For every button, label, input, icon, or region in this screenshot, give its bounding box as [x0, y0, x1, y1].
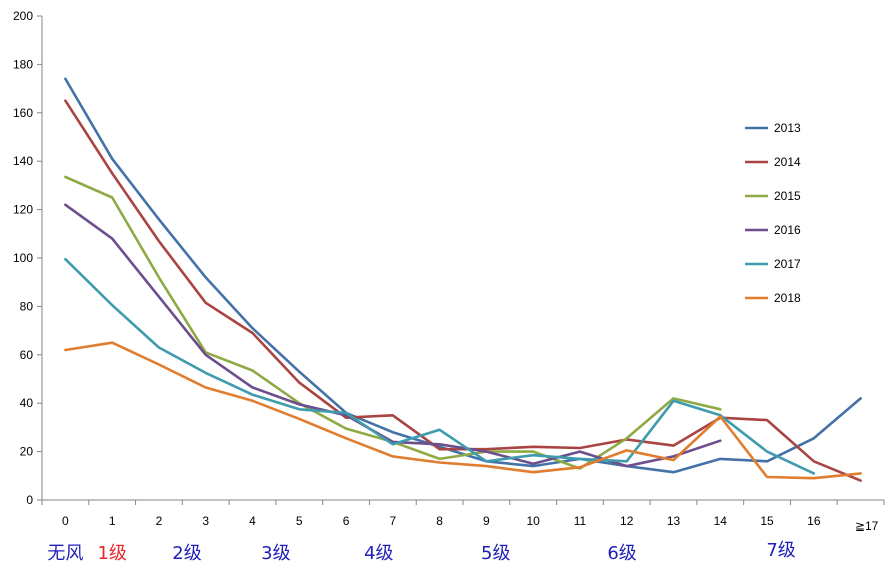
y-tick-label: 80 [20, 299, 34, 313]
x-tick-label: ≧17 [855, 519, 879, 533]
x-tick-label: 3 [202, 514, 209, 528]
x-tick-label: 1 [109, 514, 116, 528]
x-tick-label: 13 [667, 514, 681, 528]
y-tick-label: 120 [13, 203, 33, 217]
wind-grade-label: 7级 [766, 540, 795, 561]
wind-grade-label: 5级 [481, 543, 510, 564]
x-tick-label: 5 [296, 514, 303, 528]
wind-grade-label: 2级 [172, 543, 201, 564]
y-tick-label: 180 [13, 57, 33, 71]
chart-legend: 2013 2014 2015 2016 2017 2018 [745, 121, 801, 305]
wind-grade-labels: 无风 1级 2级 3级 4级 5级 6级 7级 [47, 540, 795, 564]
chart-series [64, 77, 862, 482]
series-line-2014 [64, 99, 862, 482]
x-tick-label: 4 [249, 514, 256, 528]
x-tick-label: 10 [526, 514, 540, 528]
legend-label: 2015 [774, 189, 801, 203]
wind-grade-label: 4级 [364, 543, 393, 564]
legend-label: 2018 [774, 291, 801, 305]
wind-grade-label: 6级 [607, 543, 636, 564]
x-tick-label: 12 [620, 514, 634, 528]
x-tick-label: 16 [807, 514, 821, 528]
series-line-2015 [64, 175, 722, 470]
series-line-2017 [64, 257, 816, 475]
legend-label: 2014 [774, 155, 801, 169]
legend-label: 2017 [774, 257, 801, 271]
y-tick-label: 200 [13, 9, 33, 23]
y-tick-label: 40 [20, 396, 34, 410]
y-tick-label: 160 [13, 106, 33, 120]
x-tick-label: 6 [343, 514, 350, 528]
wind-grade-label: 3级 [261, 543, 290, 564]
y-tick-label: 140 [13, 154, 33, 168]
series-line-2016 [64, 203, 722, 468]
series-line-2018 [64, 341, 862, 480]
x-tick-label: 15 [760, 514, 774, 528]
wind-grade-label: 1级 [97, 543, 126, 564]
x-tick-label: 7 [389, 514, 396, 528]
wind-grade-label: 无风 [47, 543, 83, 564]
x-tick-label: 11 [574, 514, 587, 528]
legend-label: 2013 [774, 121, 801, 135]
y-tick-label: 0 [26, 493, 33, 507]
x-tick-label: 0 [62, 514, 69, 528]
x-tick-label: 14 [714, 514, 728, 528]
y-tick-label: 100 [13, 251, 33, 265]
x-tick-label: 8 [436, 514, 443, 528]
x-tick-label: 9 [483, 514, 490, 528]
y-tick-label: 20 [20, 445, 34, 459]
y-tick-label: 60 [20, 348, 34, 362]
x-tick-label: 2 [156, 514, 163, 528]
legend-label: 2016 [774, 223, 801, 237]
